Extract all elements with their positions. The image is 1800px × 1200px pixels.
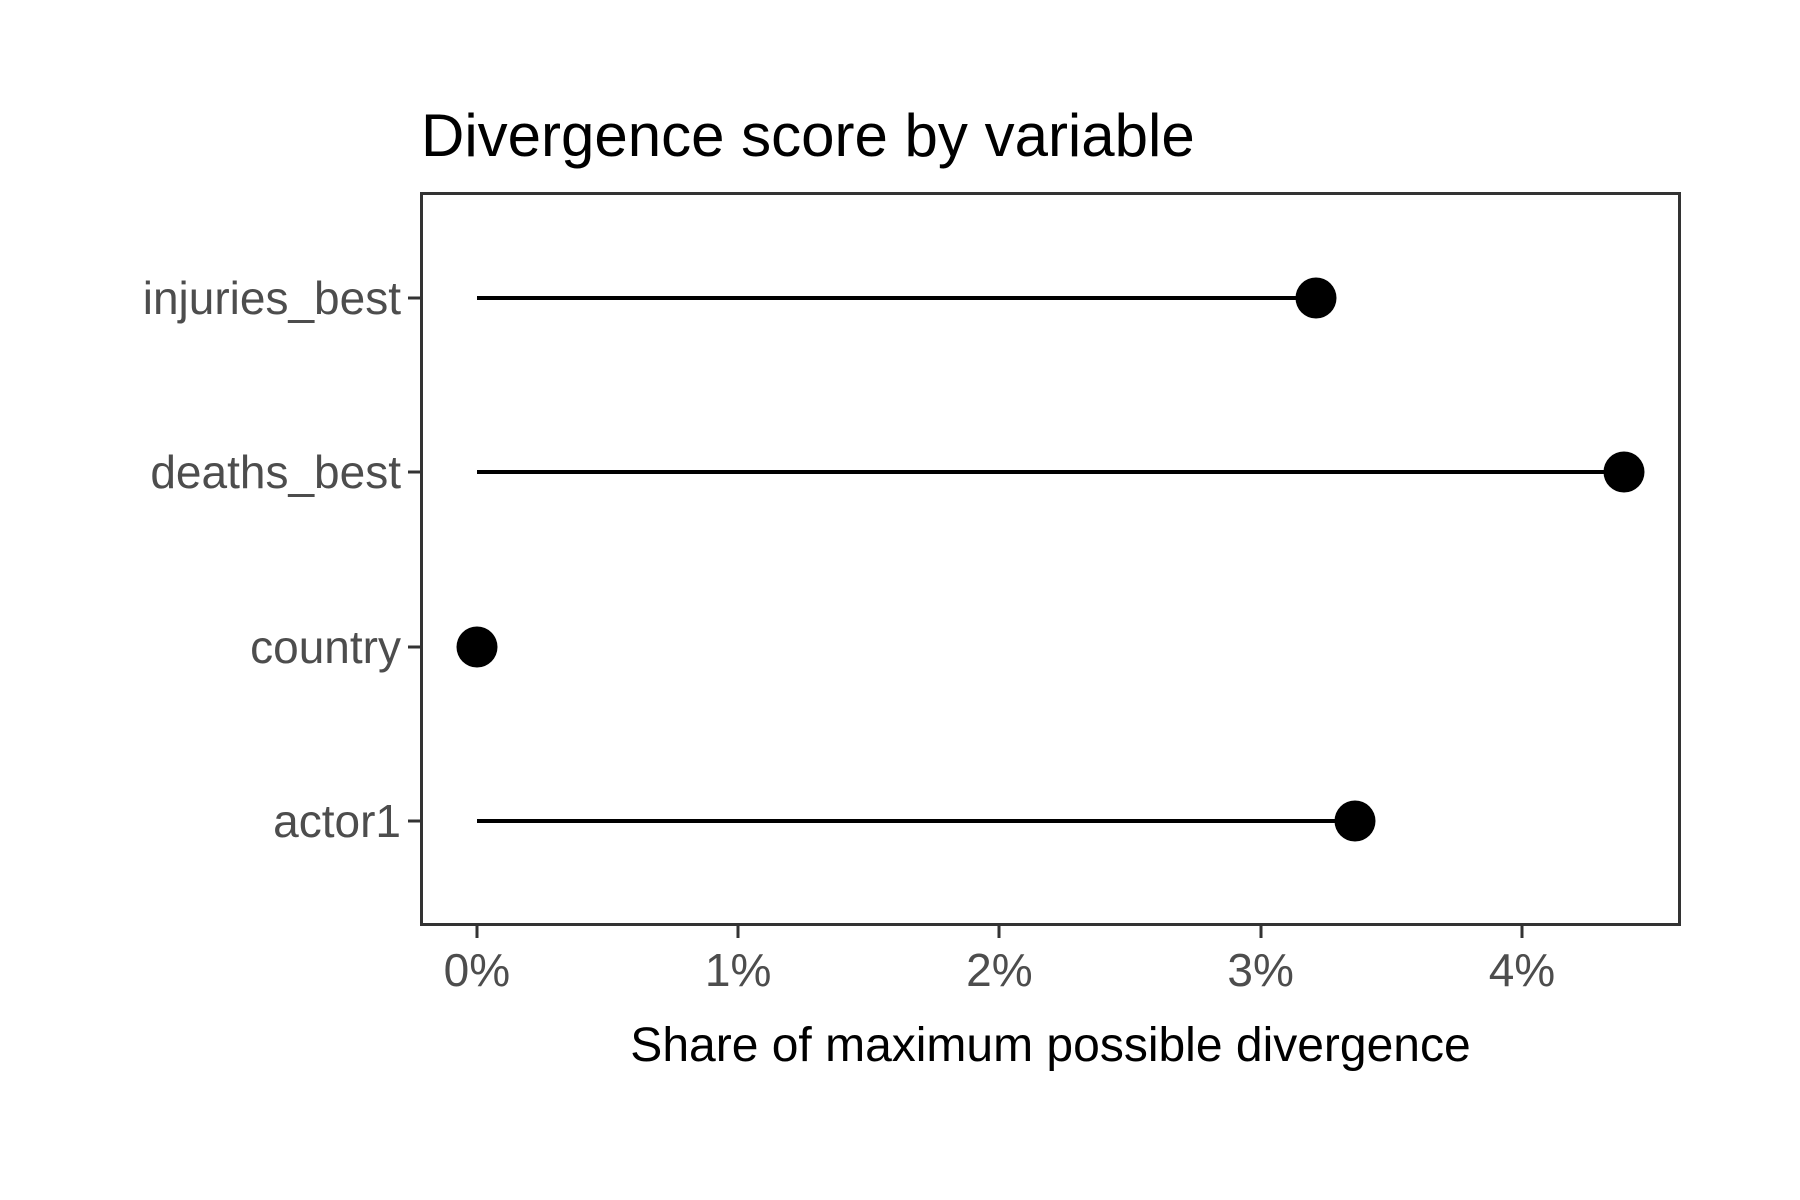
- chart-title: Divergence score by variable: [421, 102, 1195, 169]
- x-axis-tick-label: 2%: [966, 944, 1033, 996]
- y-axis-label: injuries_best: [142, 272, 401, 325]
- x-axis-tick: [736, 926, 740, 938]
- plot-panel: [420, 192, 1681, 926]
- y-axis-label: country: [250, 620, 401, 673]
- lollipop-dot: [1603, 451, 1645, 493]
- lollipop-stem: [476, 818, 1355, 823]
- lollipop-stem: [476, 296, 1316, 301]
- y-axis-label: actor1: [273, 794, 401, 847]
- x-axis-tick-label: 1%: [704, 944, 772, 996]
- x-axis-tick-label: 3%: [1227, 944, 1294, 996]
- x-axis-tick-label: 0%: [443, 944, 511, 996]
- x-axis-title: Share of maximum possible divergence: [630, 1019, 1471, 1072]
- x-axis-tick: [1259, 926, 1263, 938]
- x-axis-tick: [475, 926, 479, 938]
- lollipop-dot: [456, 626, 498, 668]
- y-axis-tick: [408, 819, 420, 823]
- lollipop-dot: [1334, 800, 1376, 842]
- x-axis-tick-label: 4%: [1488, 944, 1556, 996]
- x-axis-tick: [997, 926, 1001, 938]
- y-axis-tick: [408, 645, 420, 649]
- lollipop-stem: [476, 470, 1624, 475]
- lollipop-dot: [1295, 277, 1337, 319]
- x-axis-tick: [1520, 926, 1524, 938]
- y-axis-tick: [408, 296, 420, 300]
- y-axis-tick: [408, 470, 420, 474]
- y-axis-label: deaths_best: [150, 446, 401, 499]
